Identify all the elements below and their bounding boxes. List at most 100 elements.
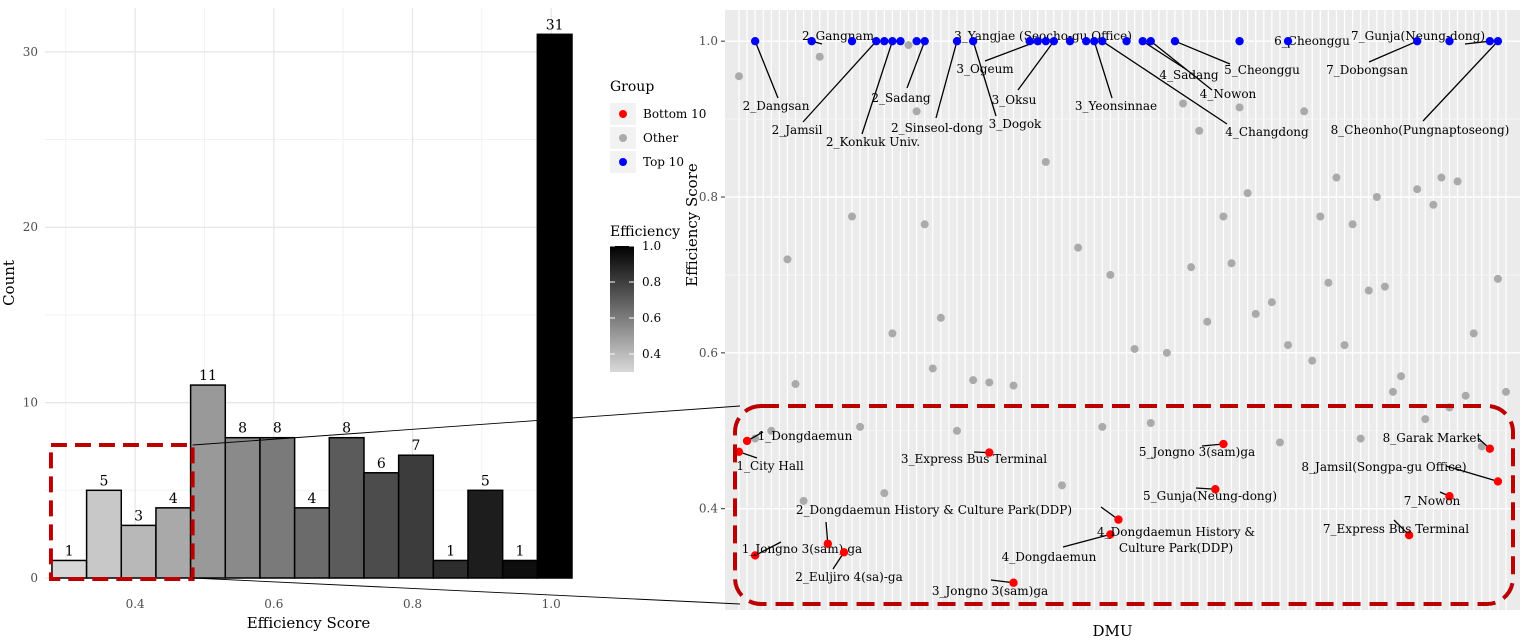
scatter-y-tick-label: 1.0 <box>699 34 718 48</box>
scatter-point-other <box>1227 259 1236 268</box>
histogram-bar <box>293 507 331 579</box>
scatter-point-top <box>872 36 881 46</box>
scatter-point-other <box>783 255 792 264</box>
scatter-point-top <box>1283 36 1293 46</box>
bottom-point-label: 4_Dongdaemun History & <box>1097 525 1255 539</box>
scatter-point-top <box>1041 36 1051 46</box>
scatter-point-other <box>1461 391 1470 400</box>
histogram-bar <box>536 33 573 579</box>
histogram-count-label: 3 <box>134 508 143 524</box>
top-label-leader-line <box>1174 40 1231 65</box>
scatter-point-other <box>1251 309 1260 318</box>
histogram-x-tick-label: 0.6 <box>264 597 283 611</box>
scatter-point-top <box>1412 36 1422 46</box>
scatter-point-top <box>912 36 921 46</box>
scatter-point-other <box>1332 173 1341 182</box>
scatter-point-other <box>1421 415 1430 424</box>
histogram-bar <box>397 454 435 579</box>
scatter-point-other <box>912 107 921 116</box>
scatter-point-bottom <box>1114 515 1123 524</box>
top-label-leader-line <box>1142 40 1188 71</box>
histogram-bar <box>467 489 504 579</box>
scatter-point-top <box>1146 36 1155 46</box>
top-label-leader-line <box>935 40 958 119</box>
scatter-point-other <box>767 426 776 435</box>
scatter-point-other <box>856 422 865 431</box>
scatter-point-other <box>1300 107 1309 116</box>
scatter-point-other <box>1195 126 1204 135</box>
top-label-leader-line <box>972 40 997 117</box>
scatter-point-top <box>1485 36 1495 46</box>
histogram-count-label: 8 <box>342 421 351 437</box>
scatter-point-top <box>1049 36 1059 46</box>
bottom-label-leader-line <box>754 541 782 557</box>
bottom-point-label-continued: Culture Park(DDP) <box>1119 541 1233 555</box>
bottom-point-label: 5_Jongno 3(sam)ga <box>1139 445 1255 459</box>
scatter-point-top <box>1122 36 1131 46</box>
scatter-point-other <box>928 364 937 373</box>
scatter-point-top <box>1090 36 1099 46</box>
scatter-point-other <box>1469 329 1478 338</box>
scatter-point-other <box>1235 103 1244 112</box>
scatter-point-bottom <box>985 448 994 457</box>
group-legend-label: Top 10 <box>643 155 684 169</box>
histogram-bar <box>51 559 88 579</box>
histogram-bar <box>155 507 192 579</box>
histogram-bar <box>432 559 469 579</box>
top-label-leader-line <box>1101 40 1228 125</box>
top-label-leader-line <box>1093 40 1113 99</box>
top-label-leader-line <box>861 40 894 135</box>
bottom-point-label: 8_Garak Market <box>1383 431 1482 445</box>
bottom-point-label: 7_Express Bus Terminal <box>1323 522 1469 536</box>
top-point-label: 2_Konkuk Univ. <box>826 135 920 149</box>
top-label-leader-line <box>1017 40 1055 91</box>
top-point-label: 2_Dangsan <box>743 99 810 113</box>
histogram-bar <box>363 472 400 579</box>
group-legend-label: Other <box>643 131 678 145</box>
scatter-point-other <box>904 41 913 50</box>
top-point-label: 4_Nowon <box>1200 87 1257 101</box>
scatter-point-top <box>1493 36 1503 46</box>
histogram-y-tick-label: 20 <box>23 220 38 234</box>
scatter-point-bottom <box>1219 439 1228 449</box>
histogram-bar <box>259 436 296 579</box>
scatter-y-tick-label: 0.8 <box>699 190 718 204</box>
histogram-count-label: 6 <box>377 456 386 472</box>
group-legend-title: Group <box>610 79 654 95</box>
histogram-y-axis-title: Count <box>0 260 18 306</box>
scatter-point-other <box>1074 243 1083 252</box>
scatter-point-other <box>985 378 994 387</box>
scatter-point-top <box>888 36 897 46</box>
scatter-point-other <box>880 489 889 498</box>
scatter-y-tick-label: 0.6 <box>699 346 718 360</box>
scatter-point-other <box>1146 418 1155 427</box>
scatter-point-bottom <box>1485 444 1495 453</box>
scatter-point-other <box>1098 422 1107 431</box>
scatter-point-other <box>969 376 978 385</box>
scatter-point-top <box>847 36 857 46</box>
colorbar-tick-label: 0.6 <box>642 311 661 325</box>
top-label-leader-line <box>906 40 926 89</box>
bottom-point-label: 1_Dongdaemun <box>758 429 853 443</box>
overlay-panel <box>192 404 1515 606</box>
scatter-point-top <box>807 36 816 46</box>
histogram-plot-background <box>45 8 572 578</box>
histogram-count-label: 7 <box>412 438 421 454</box>
scatter-point-other <box>1243 189 1252 198</box>
histogram-y-tick-label: 30 <box>23 45 38 59</box>
colorbar-tick-label: 1.0 <box>642 239 661 253</box>
scatter-point-other <box>1380 282 1389 291</box>
scatter-point-other <box>1397 372 1406 381</box>
scatter-point-bottom <box>823 539 833 548</box>
fill-legend-title: Efficiency <box>610 224 680 240</box>
scatter-point-other <box>1502 387 1510 396</box>
top-point-label: 7_Dobongsan <box>1326 63 1408 77</box>
scatter-point-top <box>1081 36 1091 46</box>
scatter-point-other <box>751 434 760 443</box>
zoom-connector-line <box>192 577 741 605</box>
histogram-count-label: 11 <box>199 368 217 384</box>
group-legend-key <box>619 110 627 118</box>
bottom-point-label: 2_Dongdaemun History & Culture Park(DDP) <box>796 503 1072 517</box>
histogram-x-tick-label: 0.4 <box>126 597 145 611</box>
